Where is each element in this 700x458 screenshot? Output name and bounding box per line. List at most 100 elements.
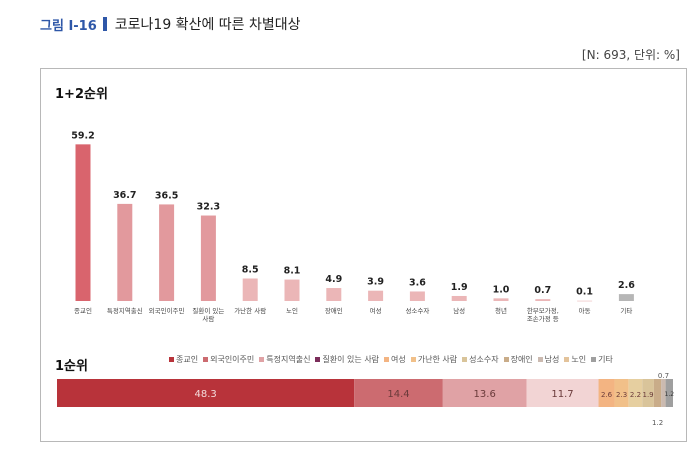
stack-segment bbox=[526, 379, 599, 407]
stack-value-label: 2.6 bbox=[601, 391, 613, 399]
sample-note: [N: 693, 단위: %] bbox=[581, 48, 680, 62]
legend-swatch bbox=[564, 357, 570, 362]
bar-value-label: 36.7 bbox=[113, 190, 136, 201]
legend-item: 장애인 bbox=[503, 354, 533, 365]
legend-label: 노인 bbox=[571, 355, 587, 364]
legend-label: 특정지역출신 bbox=[266, 355, 311, 364]
legend-label: 종교인 bbox=[176, 355, 199, 364]
legend-swatch bbox=[462, 357, 468, 362]
bar-value-label: 36.5 bbox=[155, 190, 178, 201]
stack-segment bbox=[661, 379, 666, 407]
legend-item: 여성 bbox=[384, 354, 406, 365]
stack-value-label: 1.2 bbox=[652, 419, 663, 427]
legend-swatch bbox=[169, 357, 174, 362]
bar bbox=[117, 203, 133, 301]
bar bbox=[75, 144, 91, 301]
legend-item: 기타 bbox=[591, 354, 613, 365]
stack-segment bbox=[57, 379, 355, 407]
stack-value-label: 48.3 bbox=[194, 389, 216, 400]
category-label: 가난한 사람 bbox=[234, 306, 266, 315]
category-label: 종교인 bbox=[74, 306, 92, 315]
legend-label: 외국인이주민 bbox=[210, 355, 255, 364]
category-label: 청년 bbox=[495, 306, 507, 315]
category-label: 아동 bbox=[579, 306, 591, 315]
bar-value-label: 8.5 bbox=[242, 265, 259, 276]
legend-label: 가난한 사람 bbox=[417, 355, 458, 364]
bar-value-label: 1.9 bbox=[451, 282, 468, 293]
legend-label: 여성 bbox=[391, 355, 406, 364]
bar bbox=[368, 290, 384, 301]
bar-value-label: 1.0 bbox=[493, 284, 510, 295]
figure-title: 코로나19 확산에 따른 차별대상 bbox=[114, 17, 301, 33]
bar bbox=[326, 288, 342, 301]
stack-value-label: 2.2 bbox=[630, 391, 641, 399]
stack-segment bbox=[642, 379, 654, 407]
chart-panel: 1+2순위 59.2 종교인 36.7 특정지역출신 36.5 외국인이주민 32.3 질환이… bbox=[40, 68, 687, 442]
stacked-bar-chart: 48.3 14.4 13.6 11.7 2.6 2.3 2.2 1.9 1.2 0.7 1.2 bbox=[57, 372, 675, 427]
legend-label: 장애인 bbox=[510, 355, 533, 364]
bar-value-label: 32.3 bbox=[197, 202, 220, 213]
bar bbox=[200, 215, 216, 301]
stack-chart-title: 1순위 bbox=[55, 359, 88, 374]
stack-value-label: 13.6 bbox=[474, 389, 496, 400]
legend-swatch bbox=[537, 357, 543, 362]
stack-segment bbox=[354, 379, 443, 407]
figure-label: 그림 Ⅰ-16 bbox=[40, 18, 97, 34]
stack-segment bbox=[598, 379, 615, 407]
bar-value-label: 59.2 bbox=[71, 130, 94, 141]
stack-segment bbox=[665, 379, 673, 407]
legend-item: 외국인이주민 bbox=[203, 354, 254, 365]
category-label: 장애인 bbox=[325, 306, 343, 315]
legend-label: 기타 bbox=[598, 355, 613, 364]
bar bbox=[451, 295, 467, 301]
legend-swatch bbox=[591, 357, 597, 362]
category-label: 기타 bbox=[620, 306, 632, 315]
legend-item: 특정지역출신 bbox=[259, 354, 310, 365]
stack-value-label: 1.2 bbox=[665, 391, 675, 398]
stack-segment bbox=[628, 379, 643, 407]
figure-header: 그림 Ⅰ-16 코로나19 확산에 따른 차별대상 bbox=[40, 14, 301, 34]
category-label: 외국인이주민 bbox=[149, 306, 185, 315]
category-label: 특정지역출신 bbox=[107, 306, 143, 315]
bar bbox=[618, 294, 634, 301]
bar bbox=[535, 299, 551, 301]
stack-value-label: 11.7 bbox=[551, 389, 573, 400]
legend-item: 성소수자 bbox=[462, 354, 499, 365]
bar bbox=[159, 204, 175, 301]
legend-item: 노인 bbox=[564, 354, 586, 365]
bar-value-label: 3.6 bbox=[409, 277, 426, 288]
stack-segment bbox=[614, 379, 629, 407]
stack-value-label: 14.4 bbox=[387, 389, 409, 400]
bar-value-label: 8.1 bbox=[284, 266, 301, 277]
legend-item: 종교인 bbox=[169, 354, 198, 365]
stack-value-label: 1.9 bbox=[643, 391, 654, 399]
legend-swatch bbox=[259, 357, 265, 362]
legend-item: 가난한 사람 bbox=[410, 354, 458, 365]
legend-swatch bbox=[384, 357, 390, 362]
bar-value-label: 0.1 bbox=[576, 287, 593, 298]
bar-value-label: 2.6 bbox=[618, 280, 635, 291]
bar bbox=[242, 278, 258, 301]
bar-value-label: 4.9 bbox=[325, 274, 342, 285]
category-label: 성소수자 bbox=[405, 306, 429, 315]
category-label: 여성 bbox=[370, 306, 382, 315]
legend-label: 질환이 있는 사람 bbox=[322, 355, 380, 364]
bar-chart-title: 1+2순위 bbox=[55, 87, 108, 102]
legend-item: 질환이 있는 사람 bbox=[315, 354, 379, 365]
category-label: 남성 bbox=[453, 306, 465, 315]
category-label: 노인 bbox=[286, 306, 298, 315]
legend-label: 성소수자 bbox=[469, 355, 499, 364]
bar-value-label: 3.9 bbox=[367, 277, 384, 288]
bar bbox=[284, 279, 300, 301]
legend-swatch bbox=[410, 357, 416, 362]
category-label: 한부모가정, 조손가정 등 bbox=[527, 306, 559, 323]
legend-swatch bbox=[203, 357, 209, 362]
legend-swatch bbox=[503, 357, 509, 362]
bar bbox=[493, 298, 509, 301]
stack-value-label: 0.7 bbox=[658, 372, 669, 380]
stack-legend: 종교인 외국인이주민 특정지역출신 질환이 있는 사람 여성 가난한 사람 성소수자 장애인 남… bbox=[169, 354, 618, 365]
bar bbox=[409, 291, 425, 301]
legend-label: 남성 bbox=[544, 355, 560, 364]
bar bbox=[577, 300, 593, 302]
bar-value-label: 0.7 bbox=[534, 285, 551, 296]
